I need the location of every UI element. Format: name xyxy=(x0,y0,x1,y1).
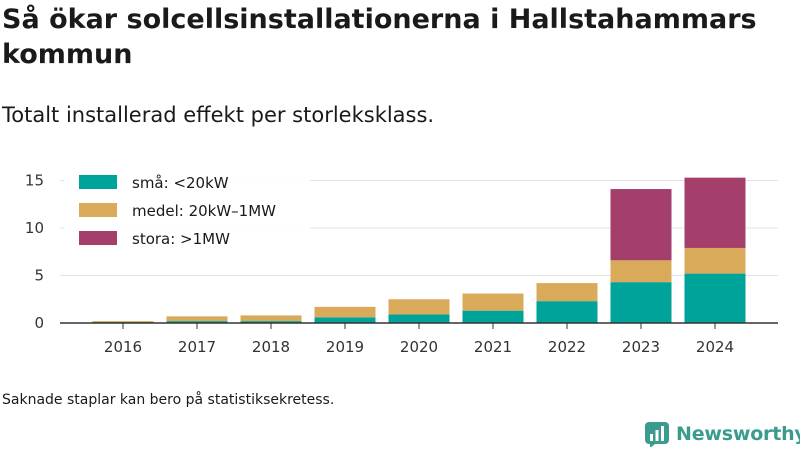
x-tick-label: 2020 xyxy=(400,338,438,356)
x-tick-label: 2021 xyxy=(474,338,512,356)
footnote: Saknade staplar kan bero på statistiksek… xyxy=(2,392,335,408)
legend-swatch xyxy=(79,231,117,245)
chart-title: Så ökar solcellsinstallationerna i Halls… xyxy=(2,4,757,70)
bar-segment xyxy=(610,260,672,283)
bar-segment xyxy=(610,282,672,323)
brand-logo: Newsworthy xyxy=(644,420,800,448)
bar-segment xyxy=(166,316,228,322)
x-tick-label: 2024 xyxy=(696,338,734,356)
bar-segment xyxy=(240,321,302,323)
brand-name: Newsworthy xyxy=(676,423,800,445)
legend-label: stora: >1MW xyxy=(132,230,230,248)
bars xyxy=(92,177,746,323)
bar-segment xyxy=(314,317,376,323)
bar-segment xyxy=(166,321,228,323)
bar-segment xyxy=(92,321,154,323)
bar-segment xyxy=(314,306,376,318)
bar-segment xyxy=(684,273,746,323)
y-tick-label: 5 xyxy=(34,267,44,285)
bar-segment xyxy=(388,299,450,315)
y-tick-label: 10 xyxy=(25,219,44,237)
y-tick-label: 0 xyxy=(34,314,44,332)
bar-segment xyxy=(240,315,302,322)
legend-swatch xyxy=(79,203,117,217)
bar-segment xyxy=(684,247,746,274)
bar-segment xyxy=(536,301,598,323)
x-tick-label: 2017 xyxy=(178,338,216,356)
bar-segment xyxy=(610,189,672,261)
legend-swatch xyxy=(79,175,117,189)
legend-label: medel: 20kW–1MW xyxy=(132,202,276,220)
y-tick-label: 15 xyxy=(25,172,44,190)
bar-segment xyxy=(462,293,524,311)
bar-segment xyxy=(388,314,450,323)
x-tick-label: 2022 xyxy=(548,338,586,356)
legend-label: små: <20kW xyxy=(132,174,229,192)
x-tick-label: 2019 xyxy=(326,338,364,356)
bar-segment xyxy=(462,310,524,323)
newsworthy-logo-icon xyxy=(645,422,669,447)
bar-segment xyxy=(536,283,598,302)
stacked-bar-chart: 0 5 10 15 2016 2017 2018 2019 2020 2021 2022 2023 20… xyxy=(25,166,778,356)
bar-segment xyxy=(684,177,746,248)
x-tick-label: 2016 xyxy=(104,338,142,356)
x-tick-label: 2023 xyxy=(622,338,660,356)
chart-subtitle: Totalt installerad effekt per storlekskl… xyxy=(2,103,435,127)
legend: små: <20kW medel: 20kW–1MW stora: >1MW xyxy=(64,166,310,254)
axes: 0 5 10 15 2016 2017 2018 2019 2020 2021 2022 2023 20… xyxy=(25,172,778,356)
x-tick-label: 2018 xyxy=(252,338,290,356)
